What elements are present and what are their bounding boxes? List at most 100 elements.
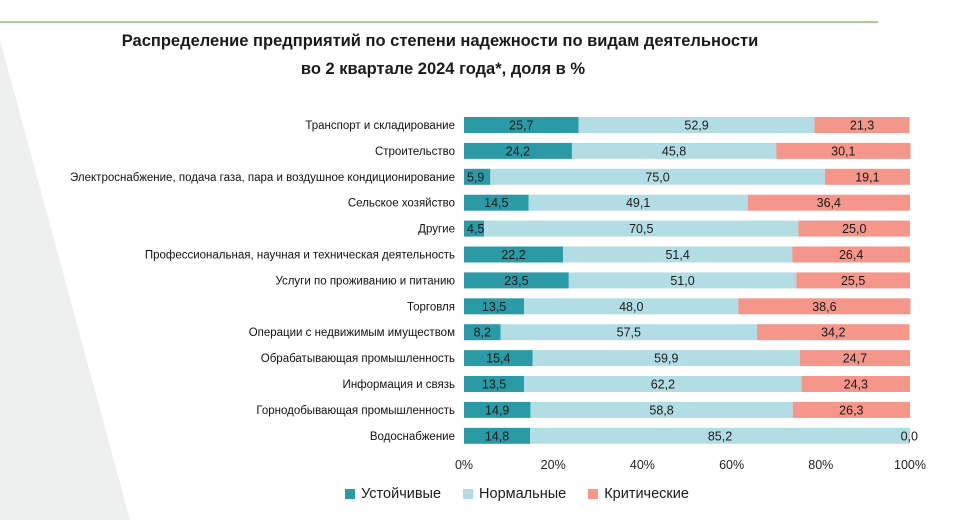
data-label: 49,1 [626, 196, 650, 210]
data-label: 45,8 [662, 144, 686, 158]
bar-segment [738, 298, 911, 315]
bar-segment [464, 142, 572, 159]
bar-segment [530, 427, 910, 444]
chart-title: Распределение предприятий по степени над… [121, 32, 759, 50]
top-divider-rule [0, 21, 878, 23]
data-label: 62,2 [651, 378, 675, 392]
category-label: Сельское хозяйство [348, 198, 455, 210]
category-label: Профессиональная, научная и техническая … [145, 250, 455, 262]
data-label: 36,4 [817, 196, 841, 210]
category-label: Транспорт и складирование [305, 120, 455, 132]
bar-segment [824, 168, 910, 185]
data-label: 30,1 [831, 144, 855, 158]
bar-segment [500, 324, 758, 341]
legend-swatch [345, 489, 356, 499]
bar-segment [532, 350, 800, 367]
bar-segment [464, 401, 531, 418]
data-label: 4,5 [467, 222, 484, 236]
bar-segment [528, 194, 748, 211]
bar-segment [464, 194, 529, 211]
category-label: Электроснабжение, подача газа, пара и во… [70, 172, 455, 184]
x-tick-label: 20% [541, 458, 566, 472]
legend-swatch [588, 489, 599, 499]
bar-segment [464, 246, 564, 263]
bar-segment [563, 246, 793, 263]
bar-segment [464, 168, 491, 185]
data-label: 14,9 [485, 403, 509, 417]
data-label: 13,5 [482, 300, 506, 314]
category-label: Водоснабжение [370, 431, 455, 443]
bar-segment [464, 324, 501, 341]
data-label: 51,0 [670, 274, 694, 288]
bar-segment [814, 117, 910, 133]
data-label: 26,4 [839, 248, 863, 262]
data-label: 51,4 [665, 248, 689, 262]
bar-segment [796, 272, 910, 289]
category-label: Другие [418, 224, 455, 236]
category-label: Строительство [375, 146, 455, 158]
data-label: 24,7 [843, 352, 867, 366]
category-label: Горнодобывающая промышленность [256, 405, 455, 417]
data-label: 15,4 [486, 352, 510, 366]
category-label: Обрабатывающая промышленность [261, 353, 455, 365]
bar-segment [792, 401, 910, 418]
bar-segment [571, 142, 777, 159]
bar-segment [530, 401, 793, 418]
category-label: Информация и связь [343, 379, 455, 391]
legend-label: Критические [604, 486, 689, 502]
data-label: 21,3 [850, 119, 874, 133]
bar-segment [776, 142, 911, 159]
data-label: 0,0 [901, 429, 918, 443]
legend-swatch [463, 489, 474, 499]
bar-segment [578, 117, 815, 133]
data-label: 52,9 [684, 119, 708, 133]
bar-segment [757, 324, 910, 341]
data-label: 24,2 [506, 144, 530, 158]
background-wedge [0, 40, 130, 520]
bar-segment [801, 376, 910, 392]
legend-label: Нормальные [479, 486, 567, 502]
x-tick-label: 60% [719, 458, 744, 472]
bar-segment [798, 220, 910, 237]
category-label: Услуги по проживанию и питанию [275, 275, 455, 287]
bar-segment [490, 168, 825, 185]
x-tick-label: 40% [630, 458, 655, 472]
data-label: 13,5 [482, 378, 506, 392]
bar-segment [524, 298, 739, 315]
legend-item: Устойчивые [345, 486, 441, 502]
bar-segment [464, 350, 533, 367]
chart-legend: Устойчивые Нормальные Критические [0, 486, 974, 502]
x-tick-label: 100% [894, 458, 926, 472]
data-label: 75,0 [645, 170, 669, 184]
x-tick-label: 80% [808, 458, 833, 472]
data-label: 58,8 [649, 403, 673, 417]
legend-item: Нормальные [463, 486, 566, 502]
data-label: 34,2 [821, 326, 845, 340]
data-label: 8,2 [474, 326, 491, 340]
data-label: 70,5 [629, 222, 653, 236]
bar-segment [464, 272, 569, 289]
data-label: 48,0 [619, 300, 643, 314]
bar-segment [747, 194, 910, 211]
data-label: 22,2 [501, 248, 525, 262]
data-label: 19,1 [855, 170, 879, 184]
data-label: 25,5 [841, 274, 865, 288]
bar-segment [464, 220, 485, 237]
category-label: Торговля [407, 301, 455, 313]
chart-subtitle: во 2 квартале 2024 года*, доля в % [300, 60, 586, 78]
bar-segment [464, 117, 579, 133]
category-label: Операции с недвижимым имуществом [249, 327, 455, 339]
bar-segment [524, 376, 802, 392]
data-label: 5,9 [467, 170, 484, 184]
data-label: 24,3 [844, 378, 868, 392]
bar-segment [464, 376, 525, 392]
data-label: 26,3 [839, 403, 863, 417]
data-label: 38,6 [812, 300, 836, 314]
legend-label: Устойчивые [361, 486, 442, 502]
data-label: 14,5 [484, 196, 508, 210]
data-label: 25,7 [509, 119, 533, 133]
bar-segment [464, 298, 525, 315]
data-label: 14,8 [485, 429, 509, 443]
